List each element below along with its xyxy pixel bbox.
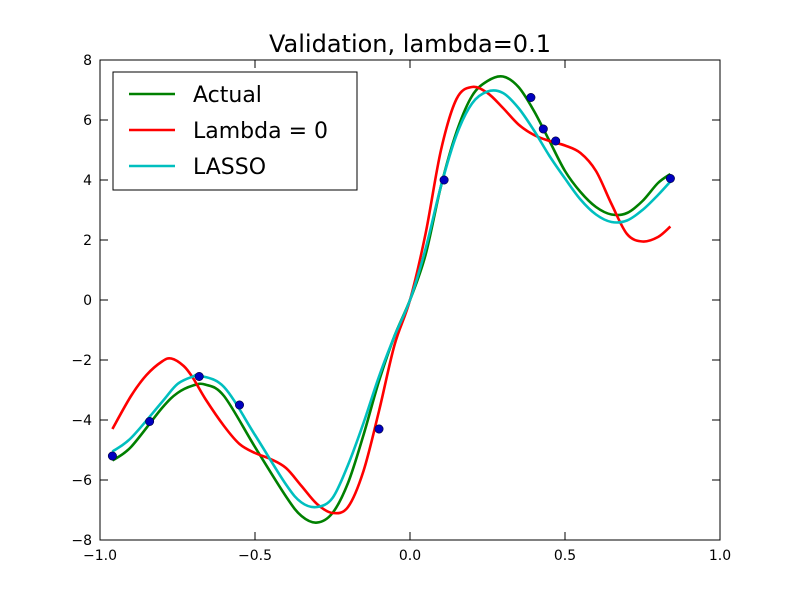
x-tick-label: 0.5 xyxy=(554,548,576,564)
x-tick-label: 0.0 xyxy=(399,548,421,564)
legend-label-lambda-0: Lambda = 0 xyxy=(193,119,328,144)
data-point xyxy=(551,136,561,146)
y-axis: −8 −6 −4 −2 0 2 4 6 8 xyxy=(71,53,720,549)
legend-label-lasso: LASSO xyxy=(193,155,266,180)
y-tick-label: 0 xyxy=(83,293,92,309)
legend-label-actual: Actual xyxy=(193,83,262,108)
plot-area: −1.0 −0.5 0.0 0.5 1.0 −8 −6 −4 −2 0 2 4 6 8 xyxy=(71,53,731,564)
y-tick-label: −6 xyxy=(71,473,92,489)
data-point xyxy=(439,175,449,185)
x-tick-label: −0.5 xyxy=(238,548,272,564)
data-point xyxy=(194,371,204,381)
y-tick-label: 8 xyxy=(83,53,92,69)
y-tick-label: 6 xyxy=(83,113,92,129)
y-tick-label: 2 xyxy=(83,233,92,249)
data-point xyxy=(374,424,384,434)
series-group xyxy=(111,74,672,524)
data-point xyxy=(145,416,155,426)
series-line-lambda-0 xyxy=(111,85,672,515)
series-line-lasso xyxy=(111,89,672,509)
chart-title: Validation, lambda=0.1 xyxy=(269,30,551,58)
data-point xyxy=(665,174,675,184)
legend: Actual Lambda = 0 LASSO xyxy=(112,71,358,191)
y-tick-label: −8 xyxy=(71,533,92,549)
y-tick-label: 4 xyxy=(83,173,92,189)
data-point xyxy=(107,451,117,461)
x-tick-label: 1.0 xyxy=(709,548,731,564)
x-tick-label: −1.0 xyxy=(83,548,117,564)
data-point xyxy=(526,93,536,103)
y-tick-label: −4 xyxy=(71,413,92,429)
data-point xyxy=(538,124,548,134)
data-point xyxy=(235,400,245,410)
data-points xyxy=(107,93,675,461)
x-axis: −1.0 −0.5 0.0 0.5 1.0 xyxy=(83,60,731,564)
y-tick-label: −2 xyxy=(71,353,92,369)
